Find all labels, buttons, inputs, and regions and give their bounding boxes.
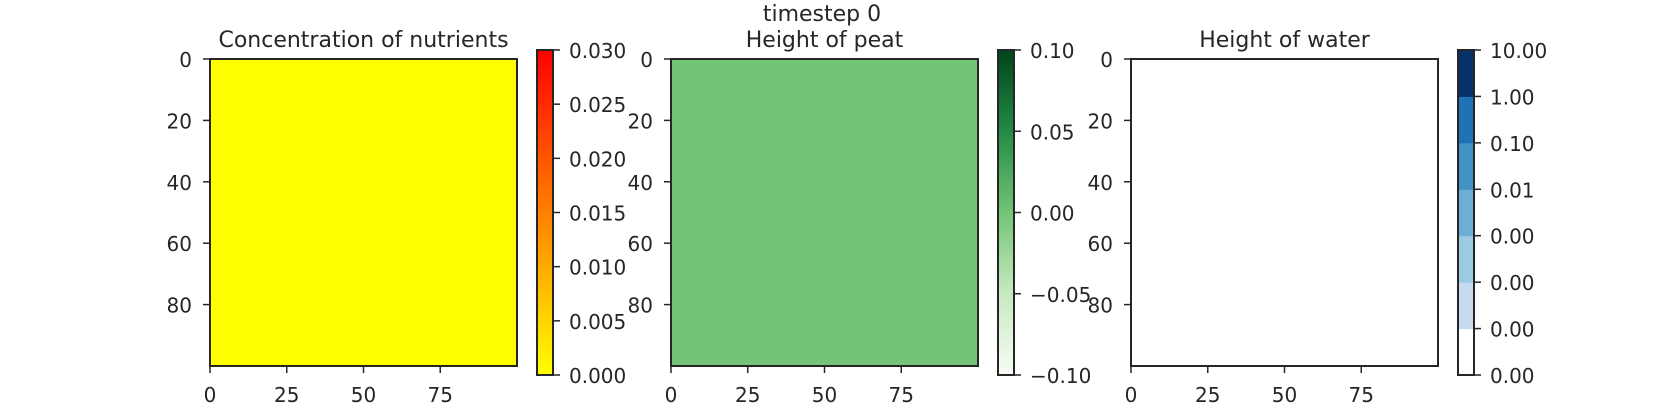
x-tick-label: 50 bbox=[1272, 383, 1297, 407]
colorbar: 0.000 0.005 0.010 0.015 0.020 0.025 0.030 bbox=[536, 39, 626, 388]
colorbar-frame bbox=[1457, 49, 1475, 376]
y-tick-label: 40 bbox=[167, 171, 192, 195]
colorbar-tick-label: 0.025 bbox=[569, 93, 626, 117]
colorbar-tick-label: 0.05 bbox=[1030, 120, 1075, 144]
y-tick-label: 20 bbox=[167, 109, 192, 133]
colorbar-segment bbox=[1458, 142, 1474, 190]
colorbar-segment bbox=[1458, 328, 1474, 376]
x-tick-label: 50 bbox=[812, 383, 837, 407]
colorbar-tick-label: 0.00 bbox=[1030, 202, 1075, 226]
colorbar-tick-label: 0.020 bbox=[569, 147, 626, 171]
y-tick-label: 20 bbox=[1088, 109, 1113, 133]
colorbar-segment bbox=[1458, 50, 1474, 97]
y-tick-label: 80 bbox=[167, 294, 192, 318]
colorbar-tick-label: 1.00 bbox=[1490, 85, 1535, 109]
chart-panel-2: Height of peat 0 20 40 60 80 0 25 50 75 −0.10 −0.05… bbox=[628, 28, 1092, 407]
y-tick-label: 0 bbox=[640, 48, 653, 72]
colorbar-tick-label: 0.10 bbox=[1490, 132, 1535, 156]
colorbar-tick-label: 10.00 bbox=[1490, 39, 1547, 63]
figure-suptitle: timestep 0 bbox=[763, 2, 881, 27]
heatmap-image bbox=[210, 59, 517, 366]
chart-title: Height of peat bbox=[746, 28, 904, 53]
colorbar-fill bbox=[537, 50, 553, 375]
colorbar-fill bbox=[998, 50, 1014, 375]
colorbar-segment bbox=[1458, 189, 1474, 237]
x-tick-label: 25 bbox=[1195, 383, 1220, 407]
chart-title: Concentration of nutrients bbox=[218, 28, 508, 53]
x-tick-label: 25 bbox=[274, 383, 299, 407]
colorbar-segment bbox=[1458, 282, 1474, 330]
x-tick-label: 25 bbox=[735, 383, 760, 407]
colorbar-segment bbox=[1458, 235, 1474, 283]
colorbar-tick-label: 0.00 bbox=[1490, 364, 1535, 388]
colorbar-tick-label: 0.10 bbox=[1030, 39, 1075, 63]
y-tick-label: 80 bbox=[628, 294, 653, 318]
colorbar-tick-label: 0.00 bbox=[1490, 225, 1535, 249]
colorbar-tick-label: 0.000 bbox=[569, 364, 626, 388]
x-tick-label: 50 bbox=[351, 383, 376, 407]
y-tick-label: 80 bbox=[1088, 294, 1113, 318]
y-tick-label: 0 bbox=[179, 48, 192, 72]
y-tick-label: 60 bbox=[628, 232, 653, 256]
heatmap-image bbox=[671, 59, 978, 366]
colorbar: −0.10 −0.05 0.00 0.05 0.10 bbox=[997, 39, 1091, 388]
chart-panel-1: Concentration of nutrients 0 20 40 60 80 0 25 50… bbox=[167, 28, 627, 407]
colorbar-tick-label: 0.00 bbox=[1490, 318, 1535, 342]
x-tick-label: 0 bbox=[1125, 383, 1138, 407]
x-tick-label: 75 bbox=[1349, 383, 1374, 407]
colorbar-tick-label: −0.05 bbox=[1030, 283, 1091, 307]
y-tick-label: 0 bbox=[1100, 48, 1113, 72]
colorbar-tick-label: 0.00 bbox=[1490, 271, 1535, 295]
y-tick-label: 40 bbox=[628, 171, 653, 195]
y-tick-label: 60 bbox=[1088, 232, 1113, 256]
heatmap-image bbox=[1131, 59, 1438, 366]
colorbar-tick-label: 0.010 bbox=[569, 256, 626, 280]
colorbar-segment bbox=[1458, 96, 1474, 144]
colorbar-tick-label: −0.10 bbox=[1030, 364, 1091, 388]
chart-title: Height of water bbox=[1199, 28, 1371, 53]
colorbar: 0.00 0.00 0.00 0.00 0.01 0.10 1.00 10.00 bbox=[1457, 39, 1547, 388]
colorbar-tick-label: 0.030 bbox=[569, 39, 626, 63]
x-tick-label: 75 bbox=[889, 383, 914, 407]
y-tick-label: 60 bbox=[167, 232, 192, 256]
y-tick-label: 20 bbox=[628, 109, 653, 133]
colorbar-tick-label: 0.005 bbox=[569, 310, 626, 334]
x-tick-label: 0 bbox=[204, 383, 217, 407]
x-tick-label: 75 bbox=[428, 383, 453, 407]
colorbar-tick-label: 0.01 bbox=[1490, 178, 1535, 202]
colorbar-tick-label: 0.015 bbox=[569, 202, 626, 226]
x-tick-label: 0 bbox=[665, 383, 678, 407]
y-tick-label: 40 bbox=[1088, 171, 1113, 195]
